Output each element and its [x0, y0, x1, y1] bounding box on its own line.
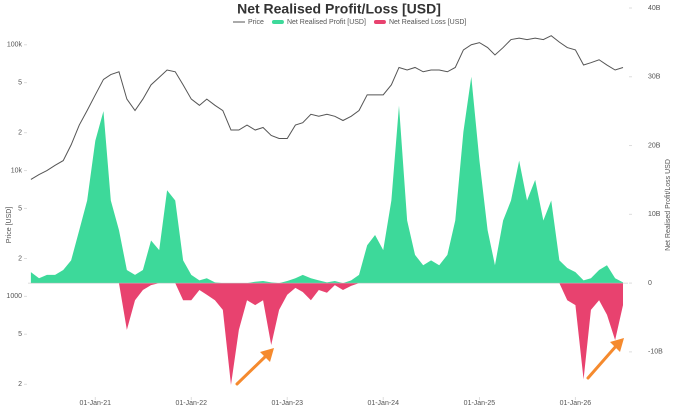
x-tick-label: 01-Jan-23 [271, 400, 303, 407]
y-tick-label: 2 [18, 130, 22, 137]
x-tick-label: 01-Jan-21 [80, 400, 112, 407]
y-tick-label: 5 [18, 331, 22, 338]
legend-swatch [271, 20, 284, 24]
y-tick-label: 2 [18, 255, 22, 262]
plot-area [30, 35, 624, 385]
y-tick-label: 5 [18, 205, 22, 212]
y2-tick-label: 0 [648, 280, 652, 287]
y-tick-label: 5 [18, 79, 22, 86]
x-tick-label: 01-Jan-22 [176, 400, 208, 407]
y2-tick-label: -10B [648, 349, 663, 356]
arrow-head [610, 338, 624, 352]
price-line [30, 35, 624, 180]
x-tick-label: 01-Jan-25 [464, 400, 496, 407]
y-tick-label: 100k [7, 42, 23, 49]
y2-tick-label: 20B [648, 142, 661, 149]
area [30, 283, 624, 385]
y2-axis-label: Net Realised Profit/Loss USD [665, 159, 672, 251]
y2-tick-label: 30B [648, 74, 661, 81]
x-tick-label: 01-Jan-24 [367, 400, 399, 407]
chart-title: Net Realised Profit/Loss [USD] [237, 1, 441, 17]
annotation-arrows [235, 338, 624, 386]
arrow [235, 352, 270, 386]
y2-tick-label: 40B [648, 5, 661, 12]
legend-label: Net Realised Profit [USD] [287, 19, 366, 26]
legend-label: Price [248, 19, 264, 26]
y-axis-label: Price [USD] [6, 207, 13, 244]
y-tick-label: 1000 [6, 293, 22, 300]
arrow-head [260, 348, 274, 362]
y-tick-label: 10k [11, 167, 23, 174]
x-tick-label: 01-Jan-26 [560, 400, 592, 407]
legend-swatch [373, 20, 386, 24]
arrow [586, 343, 619, 380]
y2-tick-label: 10B [648, 211, 661, 218]
area [30, 76, 624, 284]
y-tick-label: 2 [18, 381, 22, 388]
legend-label: Net Realised Loss [USD] [389, 19, 466, 26]
